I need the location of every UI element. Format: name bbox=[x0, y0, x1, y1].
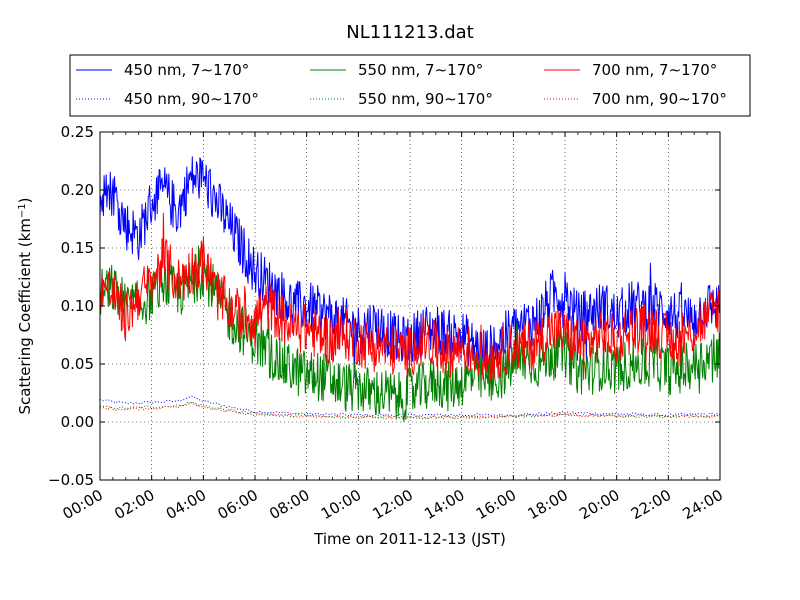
ticks bbox=[99, 131, 721, 481]
y-tick-label: 0.25 bbox=[61, 123, 94, 141]
series-line-3 bbox=[100, 401, 720, 420]
y-tick-label: 0.00 bbox=[61, 413, 94, 431]
series-line-4 bbox=[100, 212, 720, 381]
y-axis-label-main: Scattering Coefficient (km bbox=[16, 218, 34, 414]
legend-label: 700 nm, 7∼170° bbox=[592, 61, 717, 79]
legend-label: 550 nm, 90∼170° bbox=[358, 90, 493, 108]
legend-box bbox=[69, 54, 751, 117]
legend-label: 700 nm, 90∼170° bbox=[592, 90, 727, 108]
series-line-0 bbox=[100, 156, 720, 378]
y-tick-labels: −0.05 0.00 0.05 0.10 0.15 0.20 0.25 bbox=[48, 123, 94, 489]
legend-label: 550 nm, 7∼170° bbox=[358, 61, 483, 79]
series-line-2 bbox=[100, 245, 720, 422]
y-axis-label: Scattering Coefficient (km−1) bbox=[16, 197, 34, 414]
y-axis-label-superscript: −1 bbox=[17, 203, 28, 218]
y-axis-label-tail: ) bbox=[16, 197, 34, 203]
legend-label: 450 nm, 90∼170° bbox=[124, 90, 259, 108]
series-layer bbox=[100, 156, 720, 422]
y-tick-label: 0.05 bbox=[61, 355, 94, 373]
x-axis-label: Time on 2011-12-13 (JST) bbox=[313, 530, 506, 548]
legend: 450 nm, 7∼170° 450 nm, 90∼170° 550 nm, 7∼1… bbox=[76, 61, 727, 108]
series-line-5 bbox=[100, 402, 720, 420]
y-tick-label: 0.20 bbox=[61, 181, 94, 199]
chart-title: NL111213.dat bbox=[346, 22, 473, 43]
y-tick-label: 0.15 bbox=[61, 239, 94, 257]
y-tick-label: 0.10 bbox=[61, 297, 94, 315]
y-tick-label: −0.05 bbox=[48, 471, 94, 489]
legend-label: 450 nm, 7∼170° bbox=[124, 61, 249, 79]
